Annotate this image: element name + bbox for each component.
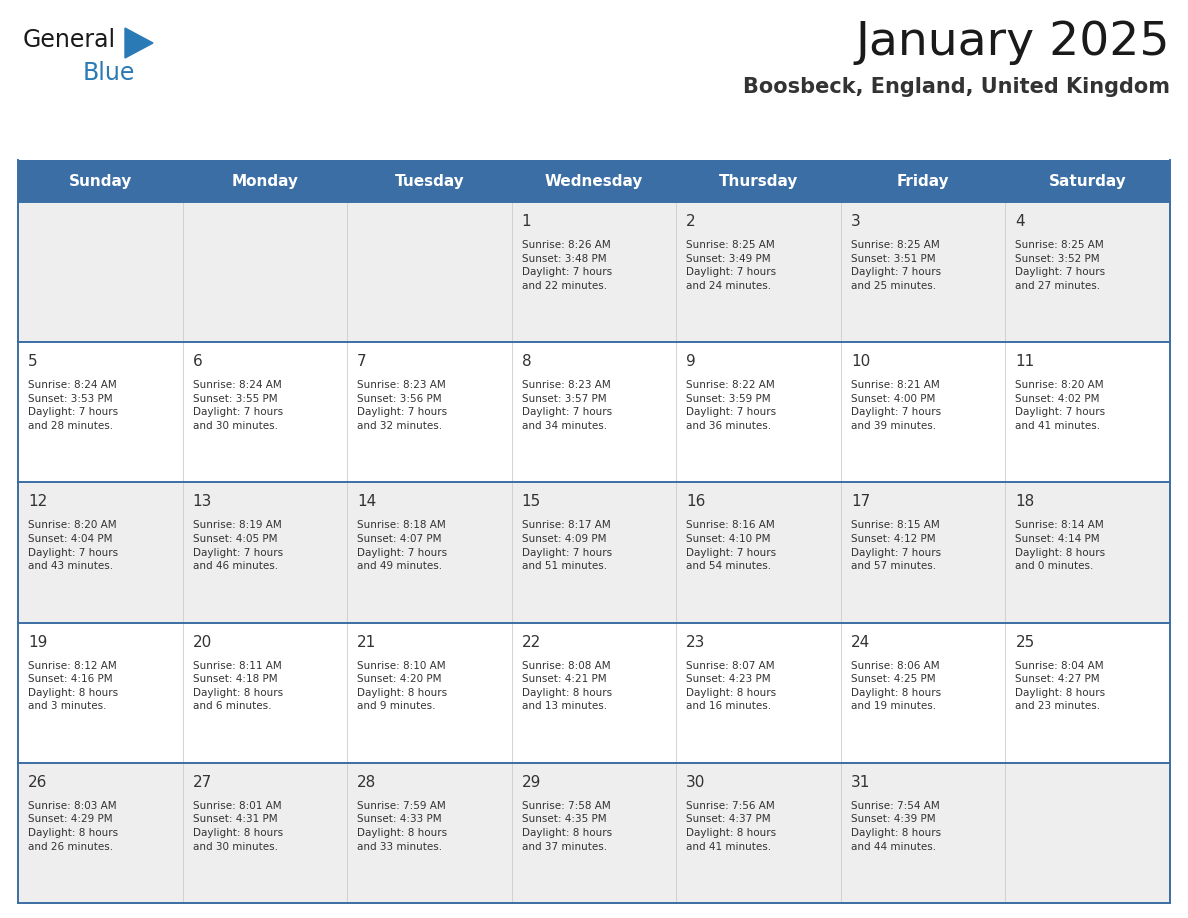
Text: 23: 23	[687, 634, 706, 650]
Bar	[18, 622, 1170, 763]
Text: Sunrise: 8:25 AM
Sunset: 3:52 PM
Daylight: 7 hours
and 27 minutes.: Sunrise: 8:25 AM Sunset: 3:52 PM Dayligh…	[1016, 240, 1106, 291]
Text: 11: 11	[1016, 354, 1035, 369]
Text: Sunrise: 8:22 AM
Sunset: 3:59 PM
Daylight: 7 hours
and 36 minutes.: Sunrise: 8:22 AM Sunset: 3:59 PM Dayligh…	[687, 380, 777, 431]
Text: 14: 14	[358, 495, 377, 509]
Text: 9: 9	[687, 354, 696, 369]
Bar	[18, 342, 1170, 482]
Text: 31: 31	[851, 775, 871, 789]
Text: Saturday: Saturday	[1049, 174, 1126, 188]
Text: Sunrise: 8:16 AM
Sunset: 4:10 PM
Daylight: 7 hours
and 54 minutes.: Sunrise: 8:16 AM Sunset: 4:10 PM Dayligh…	[687, 521, 777, 571]
Text: Boosbeck, England, United Kingdom: Boosbeck, England, United Kingdom	[742, 77, 1170, 97]
Text: 4: 4	[1016, 214, 1025, 229]
Text: Sunrise: 8:14 AM
Sunset: 4:14 PM
Daylight: 8 hours
and 0 minutes.: Sunrise: 8:14 AM Sunset: 4:14 PM Dayligh…	[1016, 521, 1106, 571]
Text: January 2025: January 2025	[855, 20, 1170, 65]
Text: Sunrise: 8:26 AM
Sunset: 3:48 PM
Daylight: 7 hours
and 22 minutes.: Sunrise: 8:26 AM Sunset: 3:48 PM Dayligh…	[522, 240, 612, 291]
Text: Sunrise: 8:07 AM
Sunset: 4:23 PM
Daylight: 8 hours
and 16 minutes.: Sunrise: 8:07 AM Sunset: 4:23 PM Dayligh…	[687, 661, 777, 711]
Text: Sunday: Sunday	[69, 174, 132, 188]
Text: 13: 13	[192, 495, 211, 509]
Text: Sunrise: 8:11 AM
Sunset: 4:18 PM
Daylight: 8 hours
and 6 minutes.: Sunrise: 8:11 AM Sunset: 4:18 PM Dayligh…	[192, 661, 283, 711]
Text: 21: 21	[358, 634, 377, 650]
Text: Blue: Blue	[83, 61, 135, 85]
Text: 30: 30	[687, 775, 706, 789]
Text: Sunrise: 8:21 AM
Sunset: 4:00 PM
Daylight: 7 hours
and 39 minutes.: Sunrise: 8:21 AM Sunset: 4:00 PM Dayligh…	[851, 380, 941, 431]
Text: Friday: Friday	[897, 174, 949, 188]
Text: 5: 5	[29, 354, 38, 369]
Text: 29: 29	[522, 775, 541, 789]
Text: 22: 22	[522, 634, 541, 650]
Text: 10: 10	[851, 354, 870, 369]
Text: 19: 19	[29, 634, 48, 650]
Text: Sunrise: 8:20 AM
Sunset: 4:04 PM
Daylight: 7 hours
and 43 minutes.: Sunrise: 8:20 AM Sunset: 4:04 PM Dayligh…	[29, 521, 118, 571]
Text: 8: 8	[522, 354, 531, 369]
Bar	[18, 160, 1170, 202]
Text: 28: 28	[358, 775, 377, 789]
Text: Thursday: Thursday	[719, 174, 798, 188]
Text: Sunrise: 8:25 AM
Sunset: 3:49 PM
Daylight: 7 hours
and 24 minutes.: Sunrise: 8:25 AM Sunset: 3:49 PM Dayligh…	[687, 240, 777, 291]
Text: 3: 3	[851, 214, 860, 229]
Text: 27: 27	[192, 775, 211, 789]
Text: Sunrise: 8:18 AM
Sunset: 4:07 PM
Daylight: 7 hours
and 49 minutes.: Sunrise: 8:18 AM Sunset: 4:07 PM Dayligh…	[358, 521, 447, 571]
Text: Sunrise: 8:04 AM
Sunset: 4:27 PM
Daylight: 8 hours
and 23 minutes.: Sunrise: 8:04 AM Sunset: 4:27 PM Dayligh…	[1016, 661, 1106, 711]
Text: 24: 24	[851, 634, 870, 650]
Text: 15: 15	[522, 495, 541, 509]
Text: Sunrise: 8:17 AM
Sunset: 4:09 PM
Daylight: 7 hours
and 51 minutes.: Sunrise: 8:17 AM Sunset: 4:09 PM Dayligh…	[522, 521, 612, 571]
Bar	[18, 202, 1170, 342]
Text: Sunrise: 8:19 AM
Sunset: 4:05 PM
Daylight: 7 hours
and 46 minutes.: Sunrise: 8:19 AM Sunset: 4:05 PM Dayligh…	[192, 521, 283, 571]
Text: Sunrise: 8:06 AM
Sunset: 4:25 PM
Daylight: 8 hours
and 19 minutes.: Sunrise: 8:06 AM Sunset: 4:25 PM Dayligh…	[851, 661, 941, 711]
Text: Sunrise: 8:01 AM
Sunset: 4:31 PM
Daylight: 8 hours
and 30 minutes.: Sunrise: 8:01 AM Sunset: 4:31 PM Dayligh…	[192, 800, 283, 852]
Bar	[18, 763, 1170, 903]
Text: Sunrise: 8:12 AM
Sunset: 4:16 PM
Daylight: 8 hours
and 3 minutes.: Sunrise: 8:12 AM Sunset: 4:16 PM Dayligh…	[29, 661, 118, 711]
Text: 1: 1	[522, 214, 531, 229]
Text: Sunrise: 7:59 AM
Sunset: 4:33 PM
Daylight: 8 hours
and 33 minutes.: Sunrise: 7:59 AM Sunset: 4:33 PM Dayligh…	[358, 800, 447, 852]
Text: 26: 26	[29, 775, 48, 789]
Text: Monday: Monday	[232, 174, 298, 188]
Polygon shape	[125, 28, 153, 58]
Text: Sunrise: 8:03 AM
Sunset: 4:29 PM
Daylight: 8 hours
and 26 minutes.: Sunrise: 8:03 AM Sunset: 4:29 PM Dayligh…	[29, 800, 118, 852]
Text: 12: 12	[29, 495, 48, 509]
Text: Sunrise: 7:56 AM
Sunset: 4:37 PM
Daylight: 8 hours
and 41 minutes.: Sunrise: 7:56 AM Sunset: 4:37 PM Dayligh…	[687, 800, 777, 852]
Text: 17: 17	[851, 495, 870, 509]
Text: 6: 6	[192, 354, 202, 369]
Text: Sunrise: 8:24 AM
Sunset: 3:55 PM
Daylight: 7 hours
and 30 minutes.: Sunrise: 8:24 AM Sunset: 3:55 PM Dayligh…	[192, 380, 283, 431]
Text: 20: 20	[192, 634, 211, 650]
Text: Sunrise: 8:23 AM
Sunset: 3:57 PM
Daylight: 7 hours
and 34 minutes.: Sunrise: 8:23 AM Sunset: 3:57 PM Dayligh…	[522, 380, 612, 431]
Text: Sunrise: 7:54 AM
Sunset: 4:39 PM
Daylight: 8 hours
and 44 minutes.: Sunrise: 7:54 AM Sunset: 4:39 PM Dayligh…	[851, 800, 941, 852]
Text: Sunrise: 7:58 AM
Sunset: 4:35 PM
Daylight: 8 hours
and 37 minutes.: Sunrise: 7:58 AM Sunset: 4:35 PM Dayligh…	[522, 800, 612, 852]
Text: 7: 7	[358, 354, 367, 369]
Text: Tuesday: Tuesday	[394, 174, 465, 188]
Text: 25: 25	[1016, 634, 1035, 650]
Text: Sunrise: 8:08 AM
Sunset: 4:21 PM
Daylight: 8 hours
and 13 minutes.: Sunrise: 8:08 AM Sunset: 4:21 PM Dayligh…	[522, 661, 612, 711]
Text: Sunrise: 8:20 AM
Sunset: 4:02 PM
Daylight: 7 hours
and 41 minutes.: Sunrise: 8:20 AM Sunset: 4:02 PM Dayligh…	[1016, 380, 1106, 431]
Text: Sunrise: 8:24 AM
Sunset: 3:53 PM
Daylight: 7 hours
and 28 minutes.: Sunrise: 8:24 AM Sunset: 3:53 PM Dayligh…	[29, 380, 118, 431]
Text: Sunrise: 8:10 AM
Sunset: 4:20 PM
Daylight: 8 hours
and 9 minutes.: Sunrise: 8:10 AM Sunset: 4:20 PM Dayligh…	[358, 661, 447, 711]
Text: General: General	[23, 28, 116, 52]
Text: 18: 18	[1016, 495, 1035, 509]
Text: Sunrise: 8:25 AM
Sunset: 3:51 PM
Daylight: 7 hours
and 25 minutes.: Sunrise: 8:25 AM Sunset: 3:51 PM Dayligh…	[851, 240, 941, 291]
Text: 2: 2	[687, 214, 696, 229]
Text: Sunrise: 8:15 AM
Sunset: 4:12 PM
Daylight: 7 hours
and 57 minutes.: Sunrise: 8:15 AM Sunset: 4:12 PM Dayligh…	[851, 521, 941, 571]
Bar	[18, 482, 1170, 622]
Text: 16: 16	[687, 495, 706, 509]
Text: Wednesday: Wednesday	[545, 174, 643, 188]
Text: Sunrise: 8:23 AM
Sunset: 3:56 PM
Daylight: 7 hours
and 32 minutes.: Sunrise: 8:23 AM Sunset: 3:56 PM Dayligh…	[358, 380, 447, 431]
